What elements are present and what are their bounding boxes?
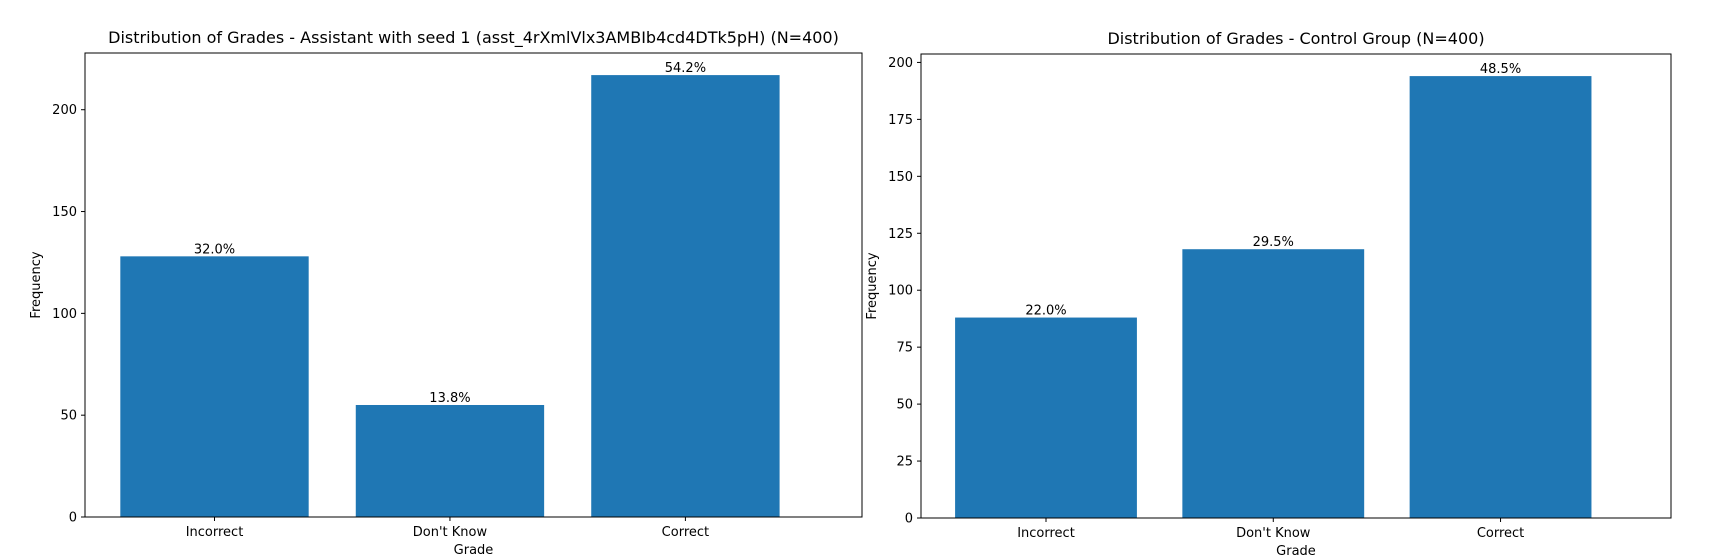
- y-tick-label: 50: [896, 398, 913, 413]
- data-label: 32.0%: [194, 242, 235, 257]
- chart-title: Distribution of Grades - Assistant with …: [108, 28, 839, 48]
- bar-correct: [591, 75, 780, 517]
- data-label: 22.0%: [1025, 304, 1066, 319]
- plot-frame: [84, 52, 863, 518]
- data-label: 13.8%: [429, 391, 470, 406]
- data-label: 48.5%: [1480, 62, 1521, 77]
- x-axis-label: Grade: [1276, 544, 1316, 556]
- x-tick-label: Correct: [662, 525, 709, 540]
- x-tick-label: Incorrect: [186, 525, 244, 540]
- bar-incorrect: [955, 317, 1137, 518]
- y-tick-label: 50: [60, 409, 77, 424]
- x-axis-label: Grade: [454, 543, 494, 556]
- y-tick-label: 25: [896, 455, 913, 470]
- chart-title: Distribution of Grades - Control Group (…: [1107, 29, 1484, 48]
- chart-control-group: Distribution of Grades - Control Group (…: [865, 29, 1672, 556]
- y-tick-label: 200: [52, 103, 77, 118]
- y-tick-label: 125: [888, 227, 913, 242]
- chart-assistant: Distribution of Grades - Assistant with …: [29, 28, 863, 556]
- y-tick-label: 100: [52, 307, 77, 322]
- x-tick-label: Incorrect: [1017, 526, 1075, 541]
- x-tick-label: Don't Know: [1236, 526, 1311, 541]
- y-tick-label: 200: [888, 56, 913, 71]
- bar-don-t-know: [355, 404, 545, 517]
- x-tick-label: Correct: [1477, 526, 1524, 541]
- y-tick-label: 175: [888, 113, 913, 128]
- data-label: 54.2%: [665, 61, 706, 76]
- y-tick-label: 0: [905, 512, 913, 527]
- y-tick-label: 150: [52, 205, 77, 220]
- y-tick-label: 100: [888, 284, 913, 299]
- bar-correct: [1409, 76, 1592, 518]
- y-axis-label: Frequency: [865, 252, 880, 319]
- y-tick-label: 75: [896, 341, 913, 356]
- y-tick-label: 0: [69, 511, 77, 526]
- plot-frame: [920, 53, 1672, 519]
- data-label: 29.5%: [1253, 235, 1294, 250]
- bar-incorrect: [120, 256, 309, 517]
- x-tick-label: Don't Know: [413, 525, 488, 540]
- y-axis-label: Frequency: [29, 251, 44, 318]
- y-tick-label: 150: [888, 170, 913, 185]
- bar-don-t-know: [1182, 249, 1365, 518]
